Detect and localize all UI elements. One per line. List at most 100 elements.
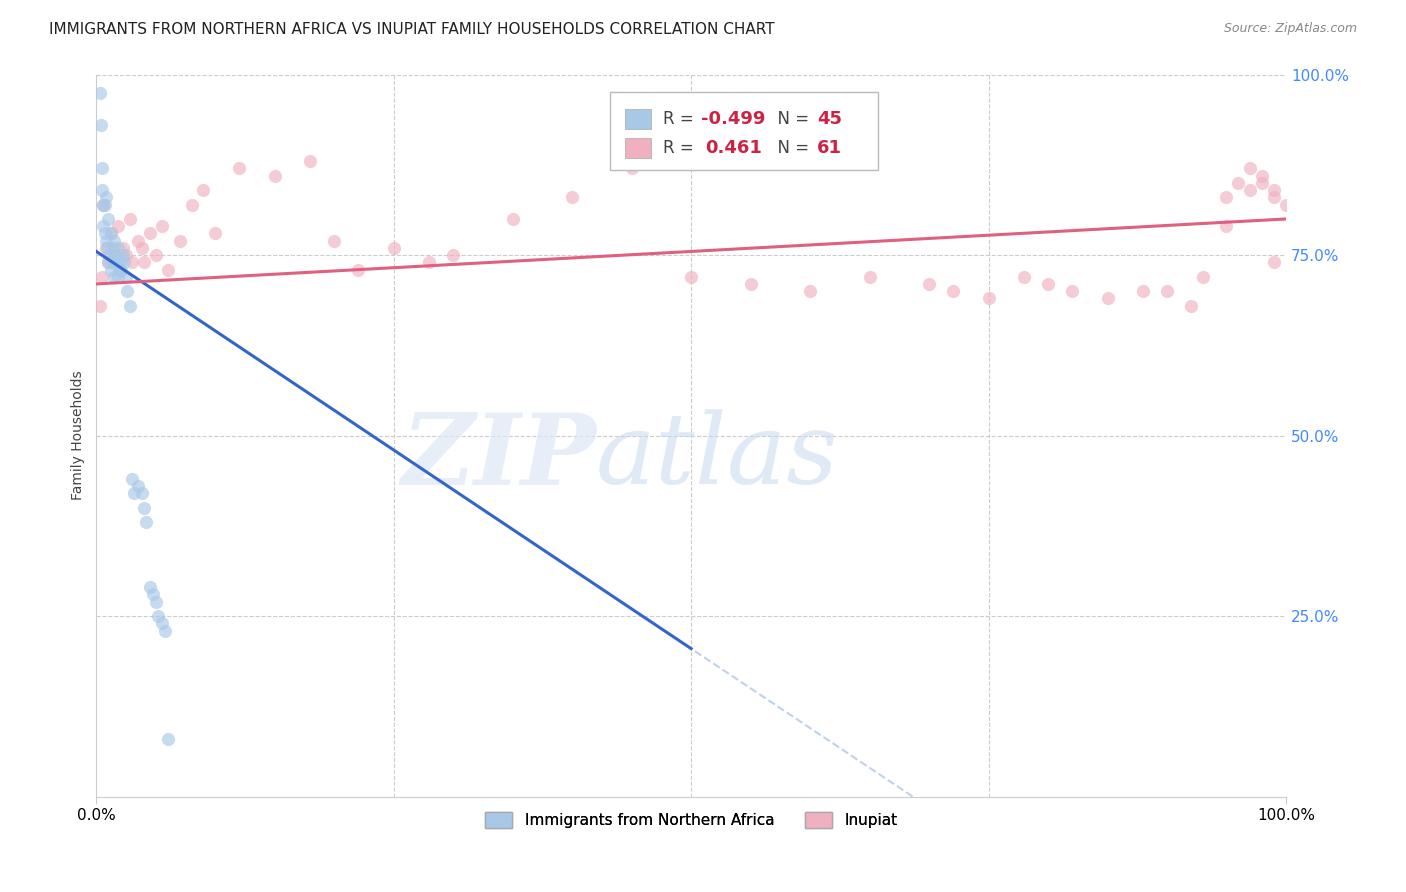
Point bbox=[1251, 176, 1274, 190]
Point bbox=[91, 269, 114, 284]
Point bbox=[107, 219, 129, 234]
Point bbox=[115, 269, 138, 284]
Point bbox=[100, 227, 122, 241]
Point bbox=[1012, 269, 1035, 284]
Point bbox=[93, 197, 115, 211]
Point bbox=[681, 269, 703, 284]
Point bbox=[561, 190, 583, 204]
Point bbox=[135, 515, 157, 529]
Point bbox=[91, 183, 114, 197]
Point bbox=[107, 269, 129, 284]
Point bbox=[105, 255, 128, 269]
Point bbox=[150, 219, 173, 234]
Point bbox=[131, 241, 153, 255]
Point bbox=[93, 219, 115, 234]
Point bbox=[97, 255, 120, 269]
Point bbox=[103, 269, 125, 284]
Point bbox=[1036, 277, 1059, 291]
Point bbox=[858, 269, 880, 284]
Point bbox=[347, 262, 370, 277]
Point bbox=[100, 262, 122, 277]
Point bbox=[94, 234, 117, 248]
Point bbox=[108, 262, 131, 277]
Point bbox=[942, 284, 965, 298]
Point bbox=[382, 241, 405, 255]
Point bbox=[108, 255, 131, 269]
Point bbox=[1239, 161, 1261, 176]
Point bbox=[132, 500, 155, 515]
Point bbox=[1263, 183, 1285, 197]
Text: 61: 61 bbox=[817, 139, 842, 157]
Point bbox=[118, 211, 141, 226]
Text: N =: N = bbox=[768, 111, 814, 128]
FancyBboxPatch shape bbox=[610, 92, 877, 169]
Point bbox=[98, 248, 121, 262]
Point bbox=[93, 197, 115, 211]
Point bbox=[150, 616, 173, 631]
Point bbox=[96, 241, 118, 255]
Text: ZIP: ZIP bbox=[401, 409, 596, 506]
Point bbox=[1191, 269, 1213, 284]
Point bbox=[977, 292, 1000, 306]
Point bbox=[100, 227, 122, 241]
Point bbox=[94, 241, 117, 255]
Point bbox=[90, 118, 112, 132]
Point bbox=[1275, 197, 1298, 211]
Point bbox=[263, 169, 285, 183]
Point bbox=[169, 234, 191, 248]
Point bbox=[799, 284, 821, 298]
Text: atlas: atlas bbox=[596, 409, 839, 505]
Point bbox=[193, 183, 215, 197]
Point bbox=[104, 248, 127, 262]
Point bbox=[103, 248, 125, 262]
Point bbox=[132, 255, 155, 269]
Point bbox=[127, 479, 149, 493]
Point bbox=[107, 241, 129, 255]
Text: Source: ZipAtlas.com: Source: ZipAtlas.com bbox=[1223, 22, 1357, 36]
Point bbox=[148, 609, 170, 624]
FancyBboxPatch shape bbox=[624, 109, 651, 129]
FancyBboxPatch shape bbox=[624, 138, 651, 158]
Point bbox=[97, 211, 120, 226]
Point bbox=[418, 255, 440, 269]
Point bbox=[101, 241, 124, 255]
Text: IMMIGRANTS FROM NORTHERN AFRICA VS INUPIAT FAMILY HOUSEHOLDS CORRELATION CHART: IMMIGRANTS FROM NORTHERN AFRICA VS INUPI… bbox=[49, 22, 775, 37]
Point bbox=[124, 486, 146, 500]
Point bbox=[1239, 183, 1261, 197]
Point bbox=[139, 580, 162, 594]
Point bbox=[91, 161, 114, 176]
Point bbox=[299, 154, 322, 169]
Point bbox=[145, 595, 167, 609]
Point bbox=[127, 234, 149, 248]
Point bbox=[131, 486, 153, 500]
Point bbox=[1097, 292, 1119, 306]
Point bbox=[94, 190, 117, 204]
Point bbox=[111, 248, 134, 262]
Text: R =: R = bbox=[662, 139, 699, 157]
Point bbox=[156, 731, 179, 746]
Point bbox=[1263, 190, 1285, 204]
Point bbox=[121, 472, 143, 486]
Point bbox=[117, 284, 139, 298]
Text: N =: N = bbox=[768, 139, 814, 157]
Point bbox=[103, 234, 125, 248]
Point bbox=[108, 262, 131, 277]
Point bbox=[1215, 219, 1237, 234]
Point bbox=[620, 161, 643, 176]
Legend: Immigrants from Northern Africa, Inupiat: Immigrants from Northern Africa, Inupiat bbox=[477, 805, 905, 836]
Point bbox=[441, 248, 464, 262]
Y-axis label: Family Households: Family Households bbox=[72, 371, 86, 500]
Point bbox=[1263, 255, 1285, 269]
Point bbox=[1251, 169, 1274, 183]
Text: R =: R = bbox=[662, 111, 699, 128]
Point bbox=[1215, 190, 1237, 204]
Point bbox=[139, 227, 162, 241]
Point bbox=[145, 248, 167, 262]
Point bbox=[118, 299, 141, 313]
Point bbox=[323, 234, 346, 248]
Point bbox=[155, 624, 177, 638]
Point bbox=[97, 255, 120, 269]
Point bbox=[89, 299, 111, 313]
Point bbox=[115, 248, 138, 262]
Point bbox=[502, 211, 524, 226]
